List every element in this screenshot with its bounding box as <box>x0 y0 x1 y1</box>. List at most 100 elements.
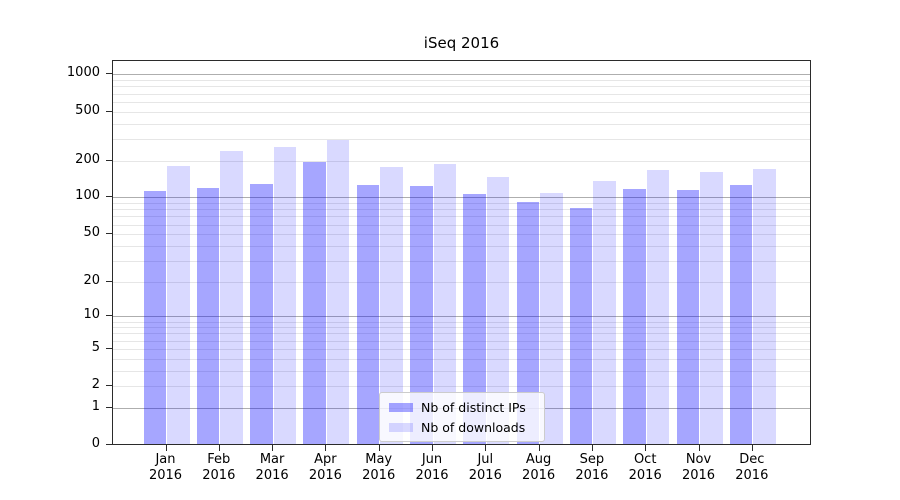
gridline-minor <box>113 93 810 95</box>
legend-swatch-downloads <box>389 422 413 432</box>
x-tick-label-jul: Jul 2016 <box>457 452 513 483</box>
gridline-minor <box>113 123 810 125</box>
gridline-minor <box>113 245 810 247</box>
y-tick-label-1000: 1000 <box>66 65 100 81</box>
y-tick-label-50: 50 <box>83 225 100 241</box>
bar-distinct-ips-oct <box>623 188 646 444</box>
x-tick-label-line: Jul <box>477 452 494 467</box>
gridline-minor <box>113 101 810 103</box>
x-tick-label-jan: Jan 2016 <box>138 452 194 483</box>
x-tick-label-line: Feb <box>207 452 231 467</box>
gridline-minor <box>113 327 810 329</box>
x-tick-label-line: 2016 <box>415 467 449 483</box>
x-tick-label-feb: Feb 2016 <box>191 452 247 483</box>
x-tick-label-dec: Dec 2016 <box>724 452 780 483</box>
x-tick-label-mar: Mar 2016 <box>244 452 300 483</box>
y-tick-mark-1000 <box>106 73 112 75</box>
gridline-minor <box>113 321 810 323</box>
y-tick-label-0: 0 <box>91 436 100 451</box>
x-tick-mark-aug <box>538 445 540 451</box>
x-tick-label-line: Jun <box>421 452 443 467</box>
x-tick-label-line: 2016 <box>468 467 502 483</box>
x-tick-mark-apr <box>325 445 327 451</box>
x-tick-mark-oct <box>645 445 647 451</box>
y-tick-mark-1 <box>106 406 112 408</box>
x-tick-label-line: 2016 <box>575 467 609 483</box>
x-tick-label-line: Nov <box>685 452 712 467</box>
y-tick-label-2: 2 <box>91 377 100 393</box>
gridline-minor <box>113 260 810 262</box>
y-tick-mark-5 <box>106 347 112 349</box>
x-tick-label-line: Dec <box>739 452 765 467</box>
bar-distinct-ips-apr <box>303 161 326 444</box>
y-tick-label-200: 200 <box>75 151 100 167</box>
gridline-minor <box>113 216 810 218</box>
gridline-minor <box>113 203 810 205</box>
x-tick-label-apr: Apr 2016 <box>297 452 353 483</box>
bar-distinct-ips-jun <box>410 186 433 444</box>
gridline-minor <box>113 348 810 350</box>
x-tick-label-line: 2016 <box>522 467 556 483</box>
bar-downloads-oct <box>646 169 670 444</box>
x-tick-mark-jun <box>432 445 433 451</box>
bar-distinct-ips-feb <box>196 187 220 444</box>
bar-distinct-ips-sep <box>569 207 593 444</box>
x-tick-label-nov: Nov 2016 <box>671 452 727 483</box>
legend-swatch-distinct-ips <box>389 402 413 412</box>
bar-distinct-ips-jul <box>463 193 486 444</box>
x-tick-label-line: 2016 <box>628 467 662 483</box>
x-tick-label-line: 2016 <box>308 467 342 483</box>
x-tick-label-line: Aug <box>525 452 552 467</box>
x-tick-label-line: 2016 <box>362 467 396 483</box>
x-tick-label-line: Mar <box>259 452 285 467</box>
x-tick-label-jun: Jun 2016 <box>404 452 460 483</box>
gridline-minor <box>113 386 810 388</box>
bar-downloads-jul <box>486 176 510 444</box>
gridline-minor <box>113 86 810 88</box>
x-tick-mark-dec <box>751 445 753 451</box>
x-tick-mark-feb <box>218 445 220 451</box>
x-tick-mark-jan <box>165 445 167 451</box>
x-tick-label-line: 2016 <box>681 467 716 483</box>
y-tick-mark-100 <box>106 196 112 198</box>
x-tick-label-line: Apr <box>314 452 337 467</box>
x-tick-label-line: 2016 <box>148 467 183 483</box>
gridline-minor <box>113 224 810 226</box>
gridline-minor <box>113 111 810 113</box>
gridline-minor <box>113 358 810 360</box>
gridline-minor <box>113 281 810 283</box>
y-tick-mark-500 <box>106 110 112 112</box>
x-tick-label-oct: Oct 2016 <box>617 452 673 483</box>
x-tick-mark-may <box>378 445 380 451</box>
x-tick-label-line: Jan <box>155 452 176 467</box>
y-tick-mark-10 <box>106 315 112 317</box>
gridline-minor <box>113 160 810 162</box>
bar-downloads-nov <box>700 172 723 444</box>
x-tick-label-line: Sep <box>579 452 605 467</box>
bar-distinct-ips-dec <box>729 184 753 444</box>
y-tick-mark-200 <box>106 159 112 161</box>
gridline-minor <box>113 370 810 372</box>
y-tick-mark-2 <box>106 385 112 387</box>
y-tick-label-5: 5 <box>91 339 100 355</box>
gridline-minor <box>113 333 810 335</box>
gridline-major <box>113 316 810 318</box>
y-tick-label-100: 100 <box>75 188 100 204</box>
y-tick-label-1: 1 <box>91 398 100 414</box>
x-tick-mark-jul <box>485 445 487 451</box>
y-tick-label-10: 10 <box>83 307 100 323</box>
bar-downloads-jun <box>433 164 456 444</box>
bar-downloads-apr <box>326 139 350 444</box>
bar-downloads-feb <box>220 150 243 444</box>
x-tick-mark-mar <box>272 445 274 451</box>
gridline-minor <box>113 209 810 211</box>
legend-label-downloads: Nb of downloads <box>421 419 526 435</box>
y-tick-mark-20 <box>106 280 112 282</box>
x-tick-label-aug: Aug 2016 <box>511 452 567 483</box>
bar-downloads-jan <box>167 165 190 444</box>
bar-downloads-dec <box>753 169 776 444</box>
y-tick-mark-50 <box>106 233 112 235</box>
x-tick-label-may: May 2016 <box>351 452 407 483</box>
x-tick-label-line: 2016 <box>202 467 236 483</box>
